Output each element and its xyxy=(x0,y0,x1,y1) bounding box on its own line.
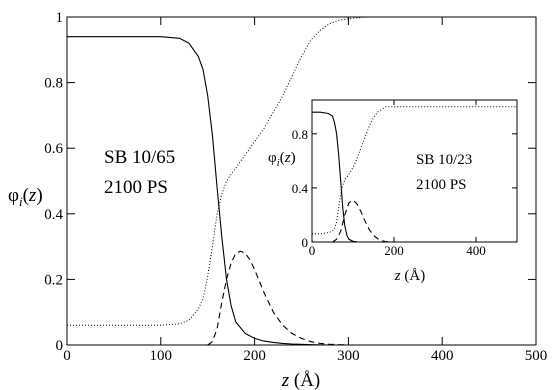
inset-annotation-ps: 2100 PS xyxy=(416,177,466,193)
inset-x-axis-title: z (Å) xyxy=(394,268,425,284)
inset-plot: 0 200 400 0 0.4 0.8 SB 10/23 2100 PS z (Å) φi… xyxy=(268,99,518,284)
main-y-axis-title: φi(z) xyxy=(8,185,43,209)
main-x-tick-label: 500 xyxy=(525,348,548,364)
main-plot-frame xyxy=(66,16,537,346)
inset-series-dashed-line xyxy=(332,199,395,243)
main-series-dashed-line xyxy=(207,250,349,346)
inset-annotation-sample: SB 10/23 xyxy=(416,152,472,168)
inset-series-dotted-line xyxy=(312,106,517,235)
inset-x-tick-label: 0 xyxy=(309,243,316,258)
main-x-tick-label: 300 xyxy=(337,348,360,364)
main-y-tick-label: 0.4 xyxy=(44,207,63,223)
inset-axes: 0 200 400 0 0.4 0.8 xyxy=(292,99,518,258)
inset-plot-frame xyxy=(311,99,518,243)
inset-series-solid-line xyxy=(312,111,362,243)
main-y-tick-label: 0.6 xyxy=(44,141,63,157)
main-x-tick-label: 200 xyxy=(243,348,266,364)
inset-x-tick-label: 400 xyxy=(466,243,486,258)
main-x-axis-title: z (Å) xyxy=(281,370,321,390)
inset-y-tick-label: 0.8 xyxy=(292,127,308,142)
main-y-tick-label: 1 xyxy=(56,10,64,26)
inset-y-tick-label: 0 xyxy=(302,235,309,250)
main-y-tick-label: 0.8 xyxy=(44,76,63,92)
main-series-solid-line xyxy=(67,36,349,346)
main-series-group xyxy=(67,16,536,346)
inset-y-tick-label: 0.4 xyxy=(292,181,309,196)
main-x-tick-label: 100 xyxy=(150,348,173,364)
main-x-tick-label: 0 xyxy=(63,348,71,364)
main-annotation-ps: 2100 PS xyxy=(104,177,168,198)
main-y-tick-label: 0 xyxy=(56,338,64,354)
inset-y-axis-title: φi(z) xyxy=(268,150,296,169)
main-axes: 0 100 200 300 400 500 0 0.2 0.4 0.6 0.8 1 xyxy=(44,10,547,364)
main-annotation-sample: SB 10/65 xyxy=(104,147,175,168)
main-x-tick-label: 400 xyxy=(431,348,454,364)
main-y-tick-label: 0.2 xyxy=(44,272,63,288)
inset-series-group xyxy=(312,106,517,243)
inset-background xyxy=(312,100,517,242)
inset-x-tick-label: 200 xyxy=(384,243,404,258)
